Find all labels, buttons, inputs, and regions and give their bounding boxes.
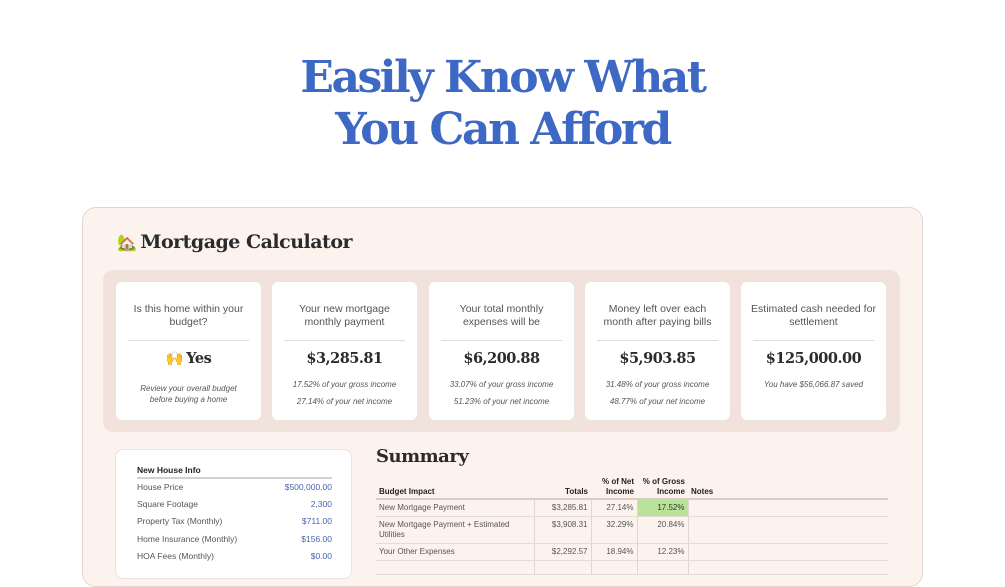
house-icon: 🏡 (117, 233, 137, 252)
cell-total[interactable]: $3,285.81 (533, 499, 591, 517)
card-title: Estimated cash needed for settlement (751, 303, 876, 328)
card-subtext-saved: You have $56,066.87 saved (763, 380, 864, 389)
column-header[interactable]: Budget Impact (376, 476, 534, 500)
cell-impact[interactable]: Your Other Expenses (376, 543, 534, 561)
column-header[interactable]: % of Net Income (591, 476, 637, 500)
divider (284, 340, 405, 341)
cell-gross[interactable]: 17.52% (636, 499, 688, 517)
cell-net[interactable]: 18.94% (590, 543, 637, 561)
card-title: Money left over each month after paying … (603, 303, 712, 328)
divider (441, 340, 562, 341)
cell-total[interactable]: $2,292.57 (533, 543, 591, 561)
house-info-header: New House Info (137, 465, 332, 479)
table-header-row: Budget Impact Totals % of Net Income % o… (376, 476, 888, 500)
house-info-row[interactable]: Home Insurance (Monthly) $156.00 (137, 534, 332, 544)
card-value: $3,285.81 (306, 350, 383, 367)
house-info-row[interactable]: House Price $500,000.00 (137, 482, 332, 492)
table-row: New Mortgage Payment $3,285.81 27.14% 17… (376, 499, 888, 517)
card-title: Is this home within your budget? (133, 303, 244, 328)
card-subtext-net: 48.77% of your net income (609, 397, 706, 406)
card-value: 🙌 Yes (165, 350, 212, 367)
headline-line-2: You Can Afford (335, 104, 672, 155)
divider (753, 340, 874, 341)
card-value: $6,200.88 (463, 350, 540, 367)
cell-impact[interactable]: New Mortgage Payment + Estimated Utiliti… (376, 516, 534, 544)
summary-table: Budget Impact Totals % of Net Income % o… (376, 476, 888, 575)
new-house-info-card: New House Info House Price $500,000.00 Sq… (115, 449, 352, 579)
cell-net[interactable]: 32.29% (590, 516, 637, 544)
card-subtext-gross: 33.07% of your gross income (449, 380, 554, 389)
card-settlement-cash: Estimated cash needed for settlement $12… (740, 281, 887, 421)
house-info-row[interactable]: Square Footage 2,300 (137, 499, 332, 509)
cell-notes[interactable] (687, 516, 888, 544)
headline-line-1: Easily Know What (300, 52, 707, 103)
card-money-left: Money left over each month after paying … (584, 281, 731, 421)
summary-title: Summary (376, 446, 469, 467)
page-title: 🏡 Mortgage Calculator (117, 231, 353, 253)
card-subtext: Review your overall budget before buying… (140, 384, 237, 404)
card-value: $125,000.00 (765, 350, 862, 367)
cell-gross[interactable]: 12.23% (636, 543, 688, 561)
table-row (376, 560, 888, 575)
divider (597, 340, 718, 341)
card-subtext-net: 27.14% of your net income (296, 397, 393, 406)
card-budget-check: Is this home within your budget? 🙌 Yes Re… (115, 281, 262, 421)
cell-notes[interactable] (687, 543, 888, 561)
page-title-text: Mortgage Calculator (140, 231, 353, 253)
card-value: $5,903.85 (619, 350, 696, 367)
column-header[interactable]: Notes (688, 476, 888, 500)
column-header[interactable]: % of Gross Income (637, 476, 688, 500)
divider (128, 340, 249, 341)
cell-gross[interactable]: 20.84% (636, 516, 688, 544)
card-subtext-gross: 17.52% of your gross income (292, 380, 397, 389)
cell-impact[interactable]: New Mortgage Payment (376, 499, 534, 517)
column-header[interactable]: Totals (534, 476, 591, 500)
card-subtext-gross: 31.48% of your gross income (605, 380, 710, 389)
card-total-expenses: Your total monthly expenses will be $6,2… (428, 281, 575, 421)
cell-total[interactable]: $3,908.31 (533, 516, 591, 544)
house-info-row[interactable]: Property Tax (Monthly) $711.00 (137, 516, 332, 526)
table-row: New Mortgage Payment + Estimated Utiliti… (376, 516, 888, 544)
card-subtext-net: 51.23% of your net income (453, 397, 550, 406)
table-row: Your Other Expenses $2,292.57 18.94% 12.… (376, 543, 888, 561)
card-title: Your total monthly expenses will be (459, 303, 544, 328)
card-mortgage-payment: Your new mortgage monthly payment $3,285… (271, 281, 418, 421)
card-title: Your new mortgage monthly payment (299, 303, 390, 328)
cell-notes[interactable] (687, 499, 888, 517)
cell-net[interactable]: 27.14% (590, 499, 637, 517)
raised-hands-icon: 🙌 (165, 350, 184, 367)
house-info-row[interactable]: HOA Fees (Monthly) $0.00 (137, 551, 332, 561)
